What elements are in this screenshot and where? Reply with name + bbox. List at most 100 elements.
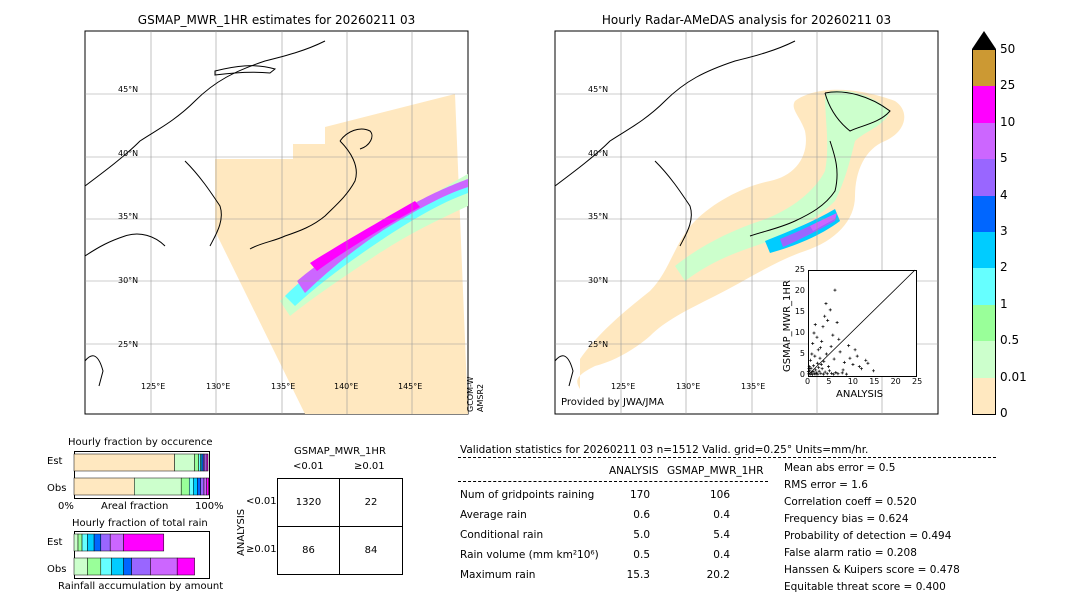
tot-title: Hourly fraction of total rain [72, 518, 208, 529]
colorbar-segment [973, 86, 995, 123]
stacked-bar-segment [134, 477, 182, 496]
colorbar-segment [973, 304, 995, 342]
scatter-point [830, 371, 834, 375]
left-map-rain-medium [285, 179, 468, 306]
scatter-point [813, 354, 817, 358]
scatter-plot [806, 269, 916, 377]
validation-row-gsmap: 5.4 [713, 529, 730, 541]
scatter-point [816, 348, 820, 352]
scatter-point [809, 358, 813, 362]
validation-score: Mean abs error = 0.5 [784, 462, 896, 474]
scatter-y-tick: 0 [799, 370, 805, 379]
left-map-rain-heavy [297, 179, 468, 293]
stacked-bar-segment [87, 533, 95, 552]
left-lon-140: 140°E [334, 382, 359, 391]
right-map-rain-light [675, 90, 890, 281]
scatter-point [871, 369, 875, 373]
scatter-point [827, 369, 831, 373]
left-lon-135: 135°E [271, 382, 296, 391]
stacked-bar-segment [198, 453, 201, 472]
stacked-bar-segment [150, 557, 178, 576]
validation-score: Hanssen & Kuipers score = 0.478 [784, 564, 960, 576]
scatter-y-tick: 15 [794, 307, 805, 316]
scatter-point [811, 342, 815, 345]
validation-row-gsmap: 0.4 [713, 549, 730, 561]
scatter-x-tick: 10 [847, 377, 858, 386]
left-sensor-2: AMSR2 [476, 383, 485, 412]
cont-col1: <0.01 [293, 461, 324, 472]
scatter-point [818, 356, 822, 360]
right-lat-45: 45°N [588, 85, 609, 94]
stacked-bar-segment [188, 477, 194, 496]
colorbar-segment [973, 122, 995, 160]
validation-row-analysis: 5.0 [633, 529, 650, 541]
stacked-bar-segment [194, 453, 199, 472]
right-lon-130: 130°E [676, 382, 701, 391]
right-map-coastlines [554, 40, 891, 387]
colorbar-label: 0 [1000, 406, 1008, 420]
scatter-point [853, 348, 857, 352]
stacked-bar-segment [197, 477, 201, 496]
colorbar-segment [973, 341, 995, 378]
stacked-bar-segment [73, 533, 79, 552]
scatter-point [832, 372, 836, 376]
validation-score: RMS error = 1.6 [784, 479, 868, 491]
scatter-x-tick: 15 [869, 377, 880, 386]
stacked-bar-segment [174, 453, 195, 472]
colorbar-label: 4 [1000, 187, 1008, 202]
occ-axis-mid: Areal fraction [101, 501, 169, 512]
validation-col-analysis: ANALYSIS [609, 465, 659, 477]
cont-col2: ≥0.01 [354, 461, 385, 472]
scatter-x-tick: 25 [912, 377, 923, 386]
scatter-point [837, 337, 841, 341]
scatter-y-tick: 10 [794, 328, 805, 337]
scatter-point [832, 357, 836, 361]
stacked-bar-segment [203, 477, 207, 496]
scatter-point [806, 370, 810, 374]
stacked-bar-segment [77, 533, 83, 552]
scatter-point [824, 352, 828, 356]
scatter-point [825, 372, 829, 376]
validation-row-label: Conditional rain [460, 529, 544, 541]
validation-row-label: Maximum rain [460, 569, 536, 581]
left-lon-130: 130°E [206, 382, 231, 391]
scatter-y-tick: 5 [799, 349, 805, 358]
validation-score: Frequency bias = 0.624 [784, 513, 909, 525]
scatter-point [807, 367, 811, 371]
tot-chart [73, 533, 195, 576]
tot-est-label: Est [47, 537, 63, 548]
colorbar-segment [973, 195, 995, 232]
scatter-point [841, 368, 845, 372]
tot-obs-label: Obs [47, 564, 67, 575]
scatter-ylabel: GSMAP_MWR_1HR [782, 280, 793, 372]
stacked-bar-segment [204, 453, 208, 472]
colorbar-segment [973, 268, 995, 305]
scatter-diagonal [807, 269, 916, 376]
stacked-bar-segment [193, 477, 198, 496]
scatter-point [823, 370, 827, 374]
colorbar-label: 25 [1000, 78, 1016, 93]
occ-axis-left: 0% [58, 501, 74, 512]
scatter-point [829, 344, 833, 348]
left-lon-145: 145°E [398, 382, 423, 391]
scatter-x-tick: 0 [805, 377, 811, 386]
scatter-point [812, 364, 816, 368]
stacked-bar-segment [206, 453, 209, 472]
validation-row-gsmap: 0.4 [713, 509, 730, 521]
right-map-title: Hourly Radar-AMeDAS analysis for 2026021… [601, 13, 892, 27]
cont-cell-11: 1320 [295, 497, 322, 508]
stacked-bar-segment [93, 533, 102, 552]
colorbar-segment [973, 50, 995, 87]
stacked-bar-segment [100, 533, 111, 552]
cont-cell-12: 22 [364, 497, 378, 508]
scatter-point [814, 368, 818, 372]
left-lat-35: 35°N [118, 212, 139, 221]
scatter-point [857, 365, 861, 369]
right-lat-35: 35°N [588, 212, 609, 221]
validation-divider [458, 457, 996, 458]
left-lon-125: 125°E [141, 382, 166, 391]
stacked-bar-segment [200, 477, 205, 496]
stacked-bar-segment [73, 477, 135, 496]
validation-row-gsmap: 106 [709, 489, 730, 501]
scatter-point [813, 323, 817, 327]
